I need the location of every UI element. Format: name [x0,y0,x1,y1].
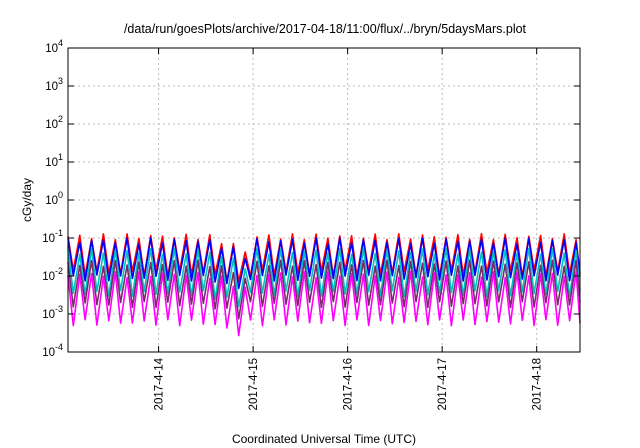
y-tick-label: 100 [45,190,63,207]
series-line [67,237,581,290]
x-axis-label: Coordinated Universal Time (UTC) [232,432,416,446]
series-layer [67,232,581,337]
y-tick-label: 10-1 [42,228,63,245]
tick-layer: 10-4 10-3 10-2 10-1 100 101 102 103 104 2017-4-14… [42,38,580,410]
series-line [67,247,581,308]
series-line [67,259,581,320]
y-tick-label: 101 [45,152,63,169]
y-tick-label: 10-2 [42,266,63,283]
y-tick-label: 10-3 [42,304,63,321]
x-tick-label: 2017-4-15 [248,358,260,410]
y-axis-label: cGy/day [20,178,34,222]
x-tick-label: 2017-4-18 [532,358,544,410]
y-tick-label: 102 [45,114,63,131]
x-tick-label: 2017-4-16 [343,358,355,410]
series-line [67,270,581,337]
y-tick-label: 10-4 [42,342,63,359]
chart-title: /data/run/goesPlots/archive/2017-04-18/1… [124,22,527,36]
x-tick-label: 2017-4-17 [437,358,449,410]
y-tick-label: 103 [45,76,63,93]
y-tick-label: 104 [45,38,63,55]
x-tick-label: 2017-4-14 [154,357,166,410]
